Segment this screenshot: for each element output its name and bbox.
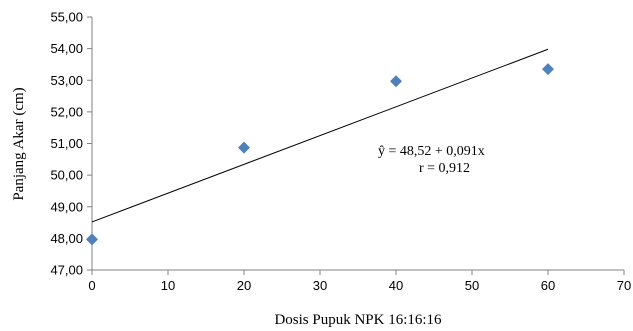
- x-tick-label: 10: [161, 278, 175, 293]
- y-tick-label: 50,00: [50, 168, 83, 183]
- y-tick-label: 47,00: [50, 263, 83, 278]
- x-tick-label: 40: [389, 278, 403, 293]
- y-tick-label: 54,00: [50, 41, 83, 56]
- y-tick-label: 55,00: [50, 10, 83, 25]
- data-point: [86, 233, 98, 246]
- data-point: [238, 141, 250, 154]
- x-tick-label: 50: [465, 278, 479, 293]
- y-tick-label: 49,00: [50, 199, 83, 214]
- y-tick-label: 53,00: [50, 73, 83, 88]
- x-tick-label: 0: [88, 278, 95, 293]
- equation-annotation: ŷ = 48,52 + 0,091x: [378, 144, 485, 159]
- trendline: [91, 48, 549, 223]
- correlation-annotation: r = 0,912: [419, 161, 470, 176]
- x-tick-label: 60: [541, 278, 555, 293]
- y-axis-title: Panjang Akar (cm): [11, 87, 27, 200]
- y-tick-label: 52,00: [50, 104, 83, 119]
- y-tick-label: 48,00: [50, 231, 83, 246]
- x-tick-label: 30: [313, 278, 327, 293]
- y-tick-label: 51,00: [50, 136, 83, 151]
- data-point: [390, 75, 402, 88]
- data-point: [542, 63, 554, 76]
- data-points: [86, 63, 554, 246]
- trendline-group: [91, 48, 549, 223]
- y-axis: 47,00 48,00 49,00 50,00 51,00 52,00 53,00 54,00…: [50, 10, 93, 278]
- x-axis: 0 10 20 30 40 50 60 70: [88, 269, 631, 293]
- x-tick-label: 20: [237, 278, 251, 293]
- x-axis-title: Dosis Pupuk NPK 16:16:16: [274, 312, 442, 328]
- x-tick-label: 70: [617, 278, 631, 293]
